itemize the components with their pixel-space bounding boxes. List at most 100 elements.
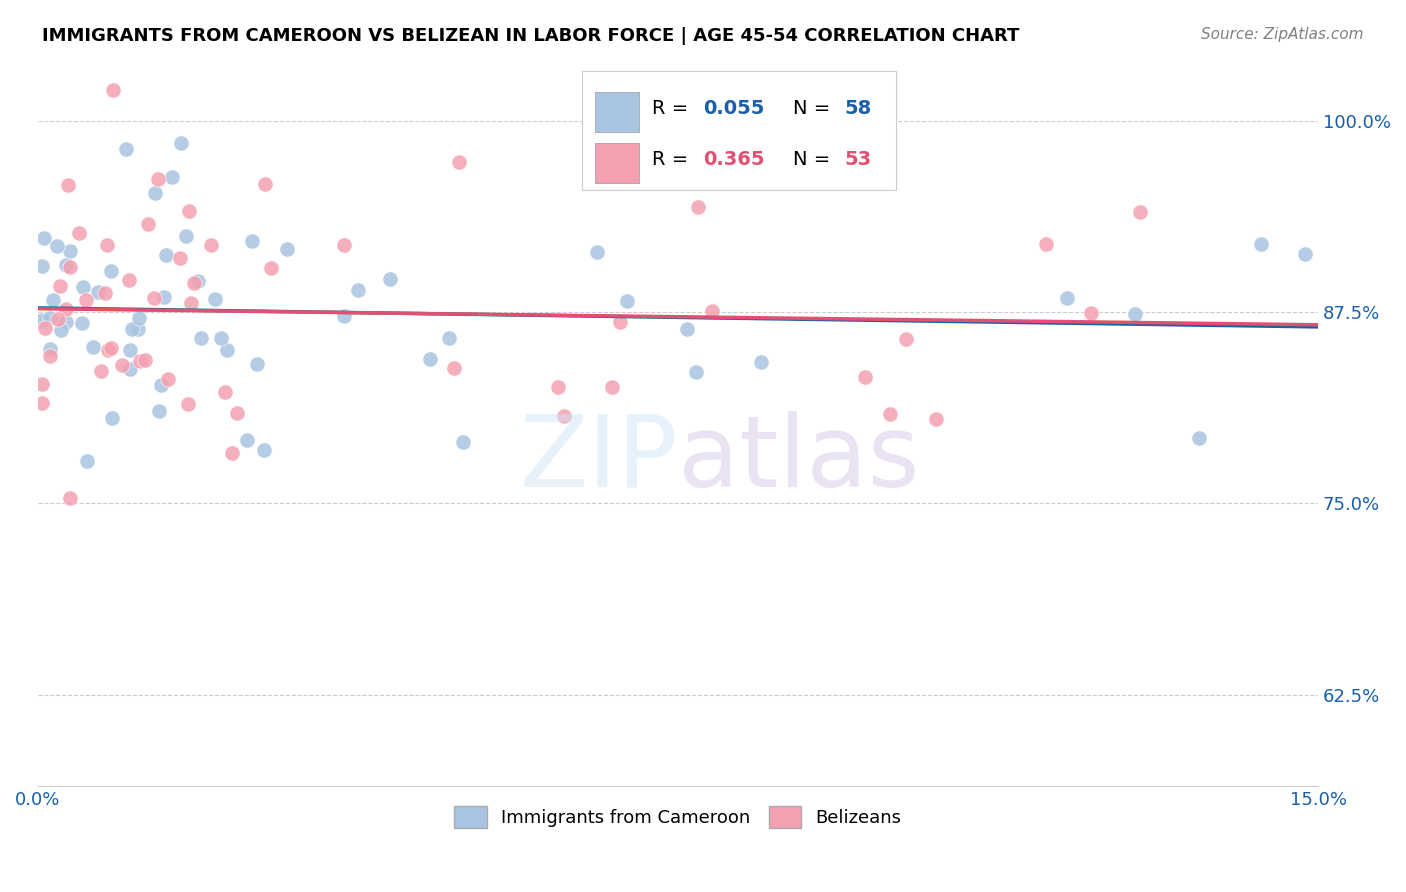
Point (449, 155, 471, 169)
Point (31, 377, 53, 392)
Point (1080, 306, 1102, 320)
Point (378, 272, 401, 286)
Point (896, 332, 918, 346)
Point (246, 358, 269, 372)
Point (51, 323, 73, 337)
Point (333, 310, 356, 324)
Point (1129, 205, 1152, 219)
Point (82, 340, 104, 354)
Point (553, 409, 575, 423)
Point (111, 358, 134, 372)
Legend: Immigrants from Cameroon, Belizeans: Immigrants from Cameroon, Belizeans (447, 799, 908, 836)
Point (90, 364, 112, 378)
Point (215, 343, 238, 357)
Point (702, 303, 724, 318)
Point (42, 293, 65, 307)
Point (685, 365, 707, 379)
Text: R =: R = (652, 150, 695, 169)
Point (333, 237, 356, 252)
Point (67, 227, 90, 241)
Text: 53: 53 (845, 150, 872, 169)
Point (688, 200, 710, 214)
Text: 0.365: 0.365 (703, 150, 765, 169)
Point (46, 239, 69, 253)
Point (55, 259, 77, 273)
Point (39, 349, 62, 363)
Point (97, 343, 120, 358)
Point (419, 351, 441, 366)
Point (451, 434, 474, 449)
Point (853, 370, 876, 384)
FancyBboxPatch shape (595, 144, 640, 183)
Text: N =: N = (793, 99, 837, 118)
Point (31, 259, 53, 273)
Point (75, 293, 97, 308)
Point (586, 245, 609, 260)
Point (346, 283, 368, 297)
Point (169, 251, 191, 265)
Point (101, 410, 124, 425)
Point (128, 353, 150, 368)
Point (1123, 307, 1146, 321)
Point (1035, 236, 1057, 251)
Point (177, 397, 200, 411)
Point (96, 237, 118, 252)
Point (118, 361, 141, 376)
Point (177, 203, 200, 218)
Point (100, 264, 122, 278)
Point (55, 315, 77, 329)
Point (152, 290, 174, 304)
Point (59, 244, 82, 259)
Point (190, 331, 212, 345)
Point (183, 276, 205, 290)
Point (34, 320, 56, 334)
Point (240, 234, 263, 248)
Point (162, 169, 184, 184)
Point (1188, 431, 1211, 445)
Point (101, 83, 124, 97)
Text: atlas: atlas (678, 411, 920, 508)
Point (221, 446, 243, 460)
Point (276, 242, 298, 256)
Point (76, 454, 98, 468)
Point (609, 314, 631, 328)
Point (56, 178, 79, 193)
Point (143, 292, 166, 306)
Text: IMMIGRANTS FROM CAMEROON VS BELIZEAN IN LABOR FORCE | AGE 45-54 CORRELATION CHAR: IMMIGRANTS FROM CAMEROON VS BELIZEAN IN … (42, 27, 1019, 45)
Point (437, 331, 460, 345)
Point (1056, 292, 1078, 306)
Point (55, 302, 77, 317)
Point (174, 228, 197, 243)
Point (209, 331, 232, 345)
Point (148, 404, 170, 418)
Point (100, 341, 122, 355)
Point (879, 407, 901, 421)
Point (616, 293, 638, 308)
FancyBboxPatch shape (582, 70, 896, 190)
Point (252, 442, 274, 457)
Point (32, 231, 55, 245)
Point (134, 352, 156, 367)
Point (226, 406, 249, 420)
Point (143, 186, 166, 201)
Point (49, 278, 72, 293)
Point (187, 274, 209, 288)
Point (38, 310, 60, 325)
Point (136, 217, 159, 231)
Point (749, 355, 772, 369)
FancyBboxPatch shape (595, 144, 640, 183)
Text: ZIP: ZIP (520, 411, 678, 508)
Point (155, 248, 177, 262)
Point (46, 312, 69, 326)
Point (127, 321, 149, 335)
Point (236, 434, 259, 448)
Text: N =: N = (793, 150, 837, 169)
Point (149, 378, 172, 392)
Point (31, 396, 53, 410)
Point (260, 260, 283, 275)
Point (86, 285, 108, 300)
FancyBboxPatch shape (595, 92, 640, 132)
Point (38, 342, 60, 356)
Point (170, 136, 193, 151)
Point (121, 322, 143, 336)
